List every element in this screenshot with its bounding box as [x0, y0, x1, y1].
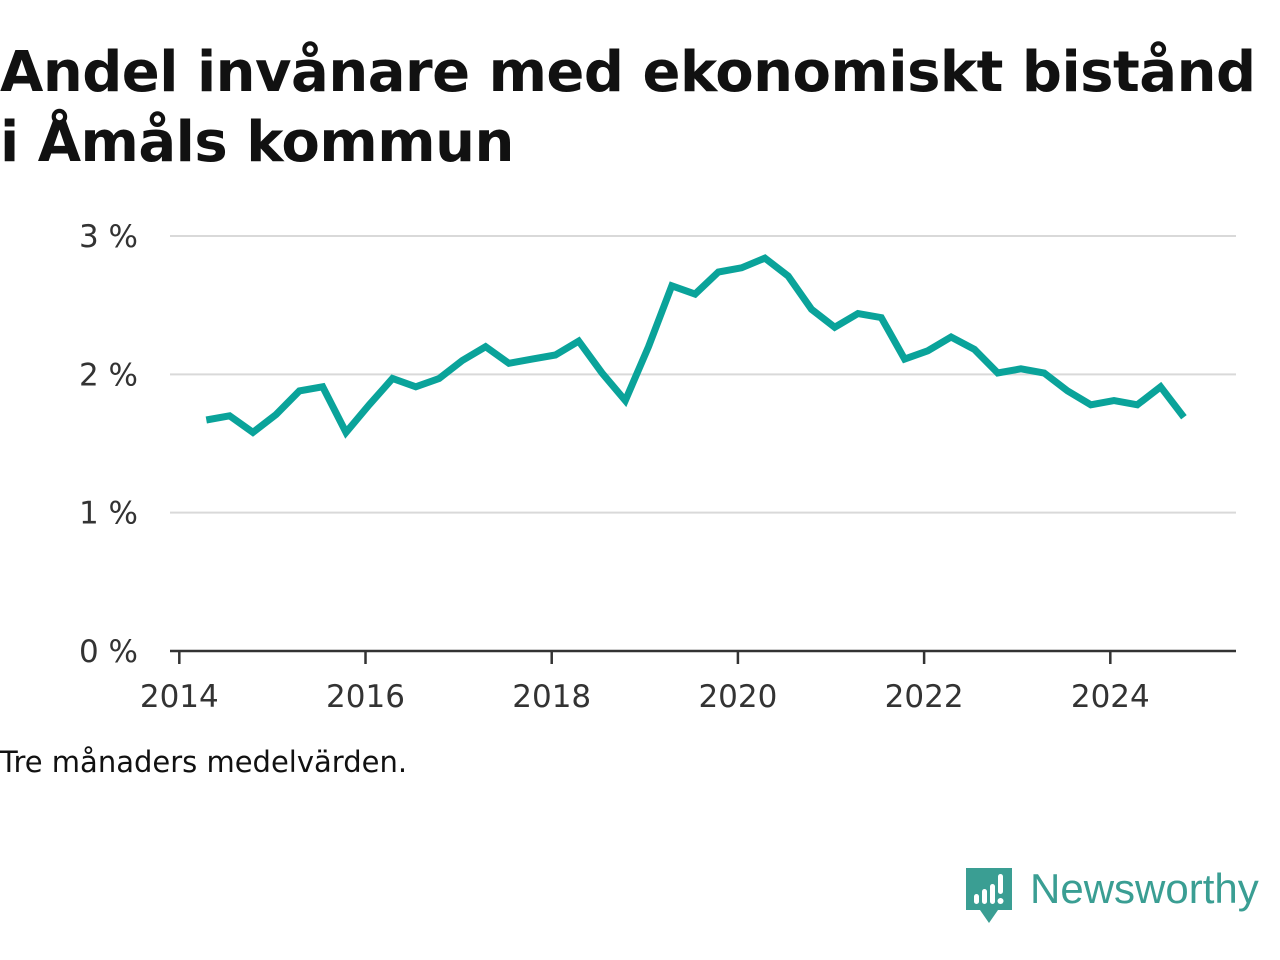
- x-tick-label: 2014: [140, 679, 219, 715]
- series-line: [205, 254, 1187, 439]
- series-group: [205, 254, 1187, 439]
- y-tick-label: 0 %: [79, 634, 138, 670]
- line-chart: 0 % 1 % 2 % 3 % 2014 2016 2018 2020 2022 2024: [79, 219, 1236, 715]
- chart-note: Tre månaders medelvärden.: [0, 745, 408, 779]
- x-tick-label: 2018: [512, 679, 591, 715]
- x-tick-label: 2020: [698, 679, 777, 715]
- x-axis-ticks: 2014 2016 2018 2020 2022 2024: [140, 651, 1150, 715]
- y-axis-tick-labels: 0 % 1 % 2 % 3 %: [79, 219, 138, 670]
- chart-title: Andel invånare med ekonomiskt bistånd i …: [0, 40, 1256, 175]
- x-tick-label: 2016: [326, 679, 405, 715]
- x-tick-label: 2022: [885, 679, 964, 715]
- y-tick-label: 1 %: [79, 496, 138, 532]
- x-tick-label: 2024: [1071, 679, 1150, 715]
- newsworthy-logo-icon: [966, 868, 1012, 923]
- y-tick-label: 3 %: [79, 219, 138, 255]
- brand-name: Newsworthy: [1030, 865, 1259, 912]
- y-tick-label: 2 %: [79, 357, 138, 393]
- brand-logo[interactable]: Newsworthy: [964, 866, 1259, 926]
- gridlines: [170, 235, 1236, 514]
